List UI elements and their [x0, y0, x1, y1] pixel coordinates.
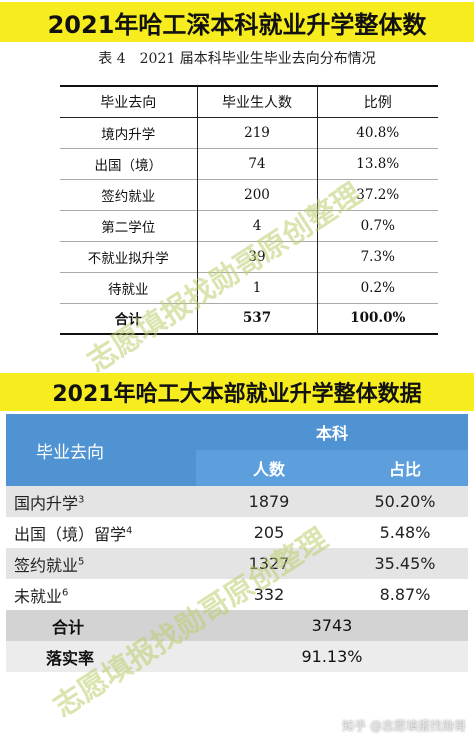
row-count: 200: [196, 179, 317, 210]
row-destination: 不就业拟升学: [87, 250, 169, 267]
row-ratio: 13.8%: [316, 148, 438, 179]
row-destination: 出国（境）: [94, 157, 163, 174]
row-destination: 签约就业5: [6, 548, 196, 579]
footnote-marker: 3: [78, 494, 85, 506]
row-ratio: 0.2%: [316, 272, 438, 303]
row-destination: 出国（境）留学4: [6, 517, 196, 548]
table-row: 国内升学3 1879 50.20%: [6, 486, 468, 517]
row-ratio: 35.45%: [342, 548, 468, 579]
row-destination: 第二学位: [101, 219, 156, 236]
row-count: 1327: [196, 548, 342, 579]
row-destination: 待就业: [108, 281, 149, 298]
row-count: 4: [196, 210, 317, 241]
row-destination: 未就业6: [6, 579, 196, 610]
row-destination: 签约就业: [101, 188, 156, 205]
total-value: 3743: [196, 610, 468, 641]
column-header-destination: 毕业去向: [100, 94, 157, 111]
section-title-banner: 2021年哈工大本部就业升学整体数据: [0, 373, 474, 411]
row-count: 74: [196, 148, 317, 179]
table-row: 未就业6 332 8.87%: [6, 579, 468, 610]
column-header-ratio: 占比: [342, 450, 468, 486]
table-total-row: 合计 537 100.0%: [60, 303, 438, 334]
total-ratio: 100.0%: [316, 303, 438, 334]
row-ratio: 8.87%: [342, 579, 468, 610]
row-count: 332: [196, 579, 342, 610]
shenzhen-destination-table: 毕业去向 毕业生人数 比例 境内升学 219 40.8% 出国（境） 74 13…: [60, 85, 438, 335]
table-row: 出国（境） 74 13.8%: [60, 148, 438, 179]
harbin-destination-table: 毕业去向 本科 人数 占比 国内升学3 1879 50.20% 出国（境）留学4…: [6, 414, 468, 672]
row-ratio: 40.8%: [316, 117, 438, 148]
row-ratio: 5.48%: [342, 517, 468, 548]
row-ratio: 37.2%: [316, 179, 438, 210]
table-row: 待就业 1 0.2%: [60, 272, 438, 303]
column-header-count: 毕业生人数: [196, 86, 317, 117]
table-row: 不就业拟升学 39 7.3%: [60, 241, 438, 272]
row-count: 1879: [196, 486, 342, 517]
table-subheader-row: 人数 占比: [6, 450, 468, 486]
table-row: 第二学位 4 0.7%: [60, 210, 438, 241]
table-rate-row: 落实率 91.13%: [6, 641, 468, 672]
row-count: 1: [196, 272, 317, 303]
footnote-marker: 6: [62, 587, 69, 599]
row-count: 39: [196, 241, 317, 272]
total-count: 537: [196, 303, 317, 334]
column-header-count: 人数: [196, 450, 342, 486]
table-row: 境内升学 219 40.8%: [60, 117, 438, 148]
column-group-header: 本科: [196, 414, 468, 450]
row-destination: 境内升学: [101, 126, 156, 143]
rate-label: 落实率: [6, 641, 196, 672]
row-ratio: 50.20%: [342, 486, 468, 517]
total-label: 合计: [114, 312, 142, 329]
row-destination: 国内升学3: [6, 486, 196, 517]
row-ratio: 0.7%: [316, 210, 438, 241]
credit-text: 知乎 @志愿填报找勋哥: [342, 719, 466, 733]
row-count: 219: [196, 117, 317, 148]
table-header-row: 毕业去向 本科: [6, 414, 468, 486]
footnote-marker: 5: [78, 556, 85, 568]
table-total-row: 合计 3743: [6, 610, 468, 641]
top-title-banner: 2021年哈工深本科就业升学整体数: [0, 2, 474, 42]
column-header-destination: 毕业去向: [6, 414, 196, 486]
column-header-ratio: 比例: [316, 86, 438, 117]
table-row: 签约就业5 1327 35.45%: [6, 548, 468, 579]
table-caption: 表 4 2021 届本科毕业生毕业去向分布情况: [98, 51, 376, 67]
footnote-marker: 4: [126, 525, 133, 537]
total-label: 合计: [6, 610, 196, 641]
table-header-row: 毕业去向 毕业生人数 比例: [60, 86, 438, 117]
table-row: 签约就业 200 37.2%: [60, 179, 438, 210]
table-row: 出国（境）留学4 205 5.48%: [6, 517, 468, 548]
row-count: 205: [196, 517, 342, 548]
rate-value: 91.13%: [196, 641, 468, 672]
row-ratio: 7.3%: [316, 241, 438, 272]
